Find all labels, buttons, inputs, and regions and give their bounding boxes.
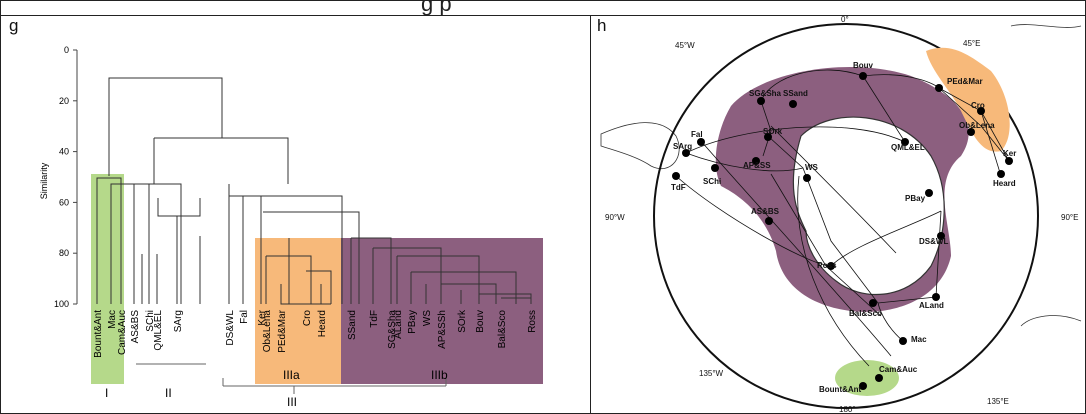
y-tick-label: 60: [59, 197, 69, 207]
leaf-label: ALand: [393, 310, 404, 339]
site-label: Bount&Ant: [819, 385, 862, 394]
longitude-label: 45°W: [675, 41, 695, 50]
leaf-label: PEd&Mar: [277, 309, 288, 352]
dendrogram-panel: g 0 20 40 60 80 100 Similarity: [1, 15, 591, 413]
leaf-label: Mac: [107, 310, 118, 329]
leaf-label: SG&Sha: [387, 310, 398, 349]
site-label: Heard: [993, 179, 1016, 188]
panel-label-h: h: [597, 16, 607, 35]
map-circle: [653, 23, 1039, 409]
leaf-label: SChi: [145, 310, 156, 332]
site-label: WS: [805, 163, 819, 172]
site-label: PEd&Mar: [947, 77, 983, 86]
site-label: AP&SS: [743, 161, 771, 170]
leaf-label: PBay: [407, 310, 418, 334]
leaf-label: AS&BS: [130, 310, 141, 344]
longitude-labels: 0° 45°E 90°E 135°E 180° 135°W 90°W 45°W: [605, 15, 1078, 414]
site-label: SArg: [673, 142, 692, 151]
site-label: Bal&Sco: [849, 309, 882, 318]
leaf-label: Fal: [239, 310, 250, 324]
group-IIIb-box: [341, 238, 543, 384]
region-green: [835, 360, 899, 396]
site-label: SChi: [703, 177, 721, 186]
leaf-label: DS&WL: [225, 310, 236, 346]
leaf-label: Ross: [527, 310, 538, 333]
group-brackets: [136, 363, 447, 394]
leaf-label: AP&SSh: [437, 310, 448, 349]
site-label: QML&EL: [891, 143, 925, 152]
site-label: PBay: [905, 194, 926, 203]
leaf-label: Cro: [302, 310, 313, 327]
dendrogram-svg: 0 20 40 60 80 100 Similarity: [39, 45, 543, 409]
leaf-label: Bal&Sco: [497, 310, 508, 349]
y-tick-label: 40: [59, 147, 69, 157]
leaf-label: Ker: [257, 309, 268, 325]
longitude-label: 90°E: [1061, 213, 1078, 222]
group-label-IIIa: IIIa: [283, 368, 300, 382]
figure-title: g p: [421, 0, 452, 16]
leaf-label: SArg: [173, 310, 184, 332]
site-dots: [672, 72, 1013, 390]
leaf-label: SSand: [347, 310, 358, 340]
leaf-label: Bount&Ant: [93, 310, 104, 358]
panel-label-g: g: [9, 16, 19, 35]
site-label: Bouv: [853, 61, 874, 70]
longitude-label: 135°W: [699, 369, 724, 378]
site-label: DS&WL: [919, 237, 948, 246]
site-label: Ross: [817, 261, 837, 270]
site-label: Cro: [971, 101, 985, 110]
site-label: Cam&Auc: [879, 365, 918, 374]
longitude-label: 180°: [839, 405, 856, 414]
site-label: Mac: [911, 335, 927, 344]
site-label: Fal: [691, 130, 703, 139]
leaf-label: Heard: [317, 310, 328, 337]
dendrogram-lines: [96, 77, 532, 305]
group-IIIa-box: [255, 238, 341, 384]
group-label-I: I: [105, 386, 108, 400]
y-tick-label: 100: [54, 299, 69, 309]
y-ticks: 0 20 40 60 80 100: [54, 45, 77, 309]
y-axis-label: Similarity: [39, 162, 49, 199]
site-label: Ob&Lena: [959, 121, 995, 130]
connections: [675, 69, 1010, 367]
map-panel: h: [591, 15, 1085, 414]
leaf-label: Ob&Lena: [262, 310, 273, 353]
longitude-label: 90°W: [605, 213, 625, 222]
antarctica: [792, 116, 945, 296]
longitude-label: 0°: [841, 16, 849, 24]
leaf-label: Bouv: [475, 310, 486, 333]
y-tick-label: 20: [59, 96, 69, 106]
longitude-label: 135°E: [987, 397, 1009, 406]
site-label: AS&BS: [751, 207, 780, 216]
leaf-label: TdF: [369, 310, 380, 328]
y-tick-label: 80: [59, 248, 69, 258]
site-label: TdF: [671, 183, 686, 192]
map-svg: Bouv PEd&Mar SG&Sha SSand Cro Ob&Lena Ker Heard…: [600, 15, 1082, 414]
group-label-III: III: [287, 395, 297, 409]
site-label: Ker: [1003, 149, 1016, 158]
group-label-II: II: [165, 386, 172, 400]
site-labels: Bouv PEd&Mar SG&Sha SSand Cro Ob&Lena Ker Heard…: [671, 61, 1016, 394]
site-label: SOrk: [763, 127, 783, 136]
group-label-IIIb: IIIb: [431, 368, 448, 382]
longitude-label: 45°E: [963, 39, 980, 48]
leaf-label: QML&EL: [153, 310, 164, 351]
site-label: SG&Sha: [749, 89, 782, 98]
leaf-label: SOrk: [457, 309, 468, 333]
leaf-label: Cam&Auc: [117, 310, 128, 355]
site-label: SSand: [783, 89, 808, 98]
leaf-label: WS: [422, 310, 433, 326]
y-tick-label: 0: [64, 45, 69, 55]
site-label: ALand: [919, 301, 944, 310]
